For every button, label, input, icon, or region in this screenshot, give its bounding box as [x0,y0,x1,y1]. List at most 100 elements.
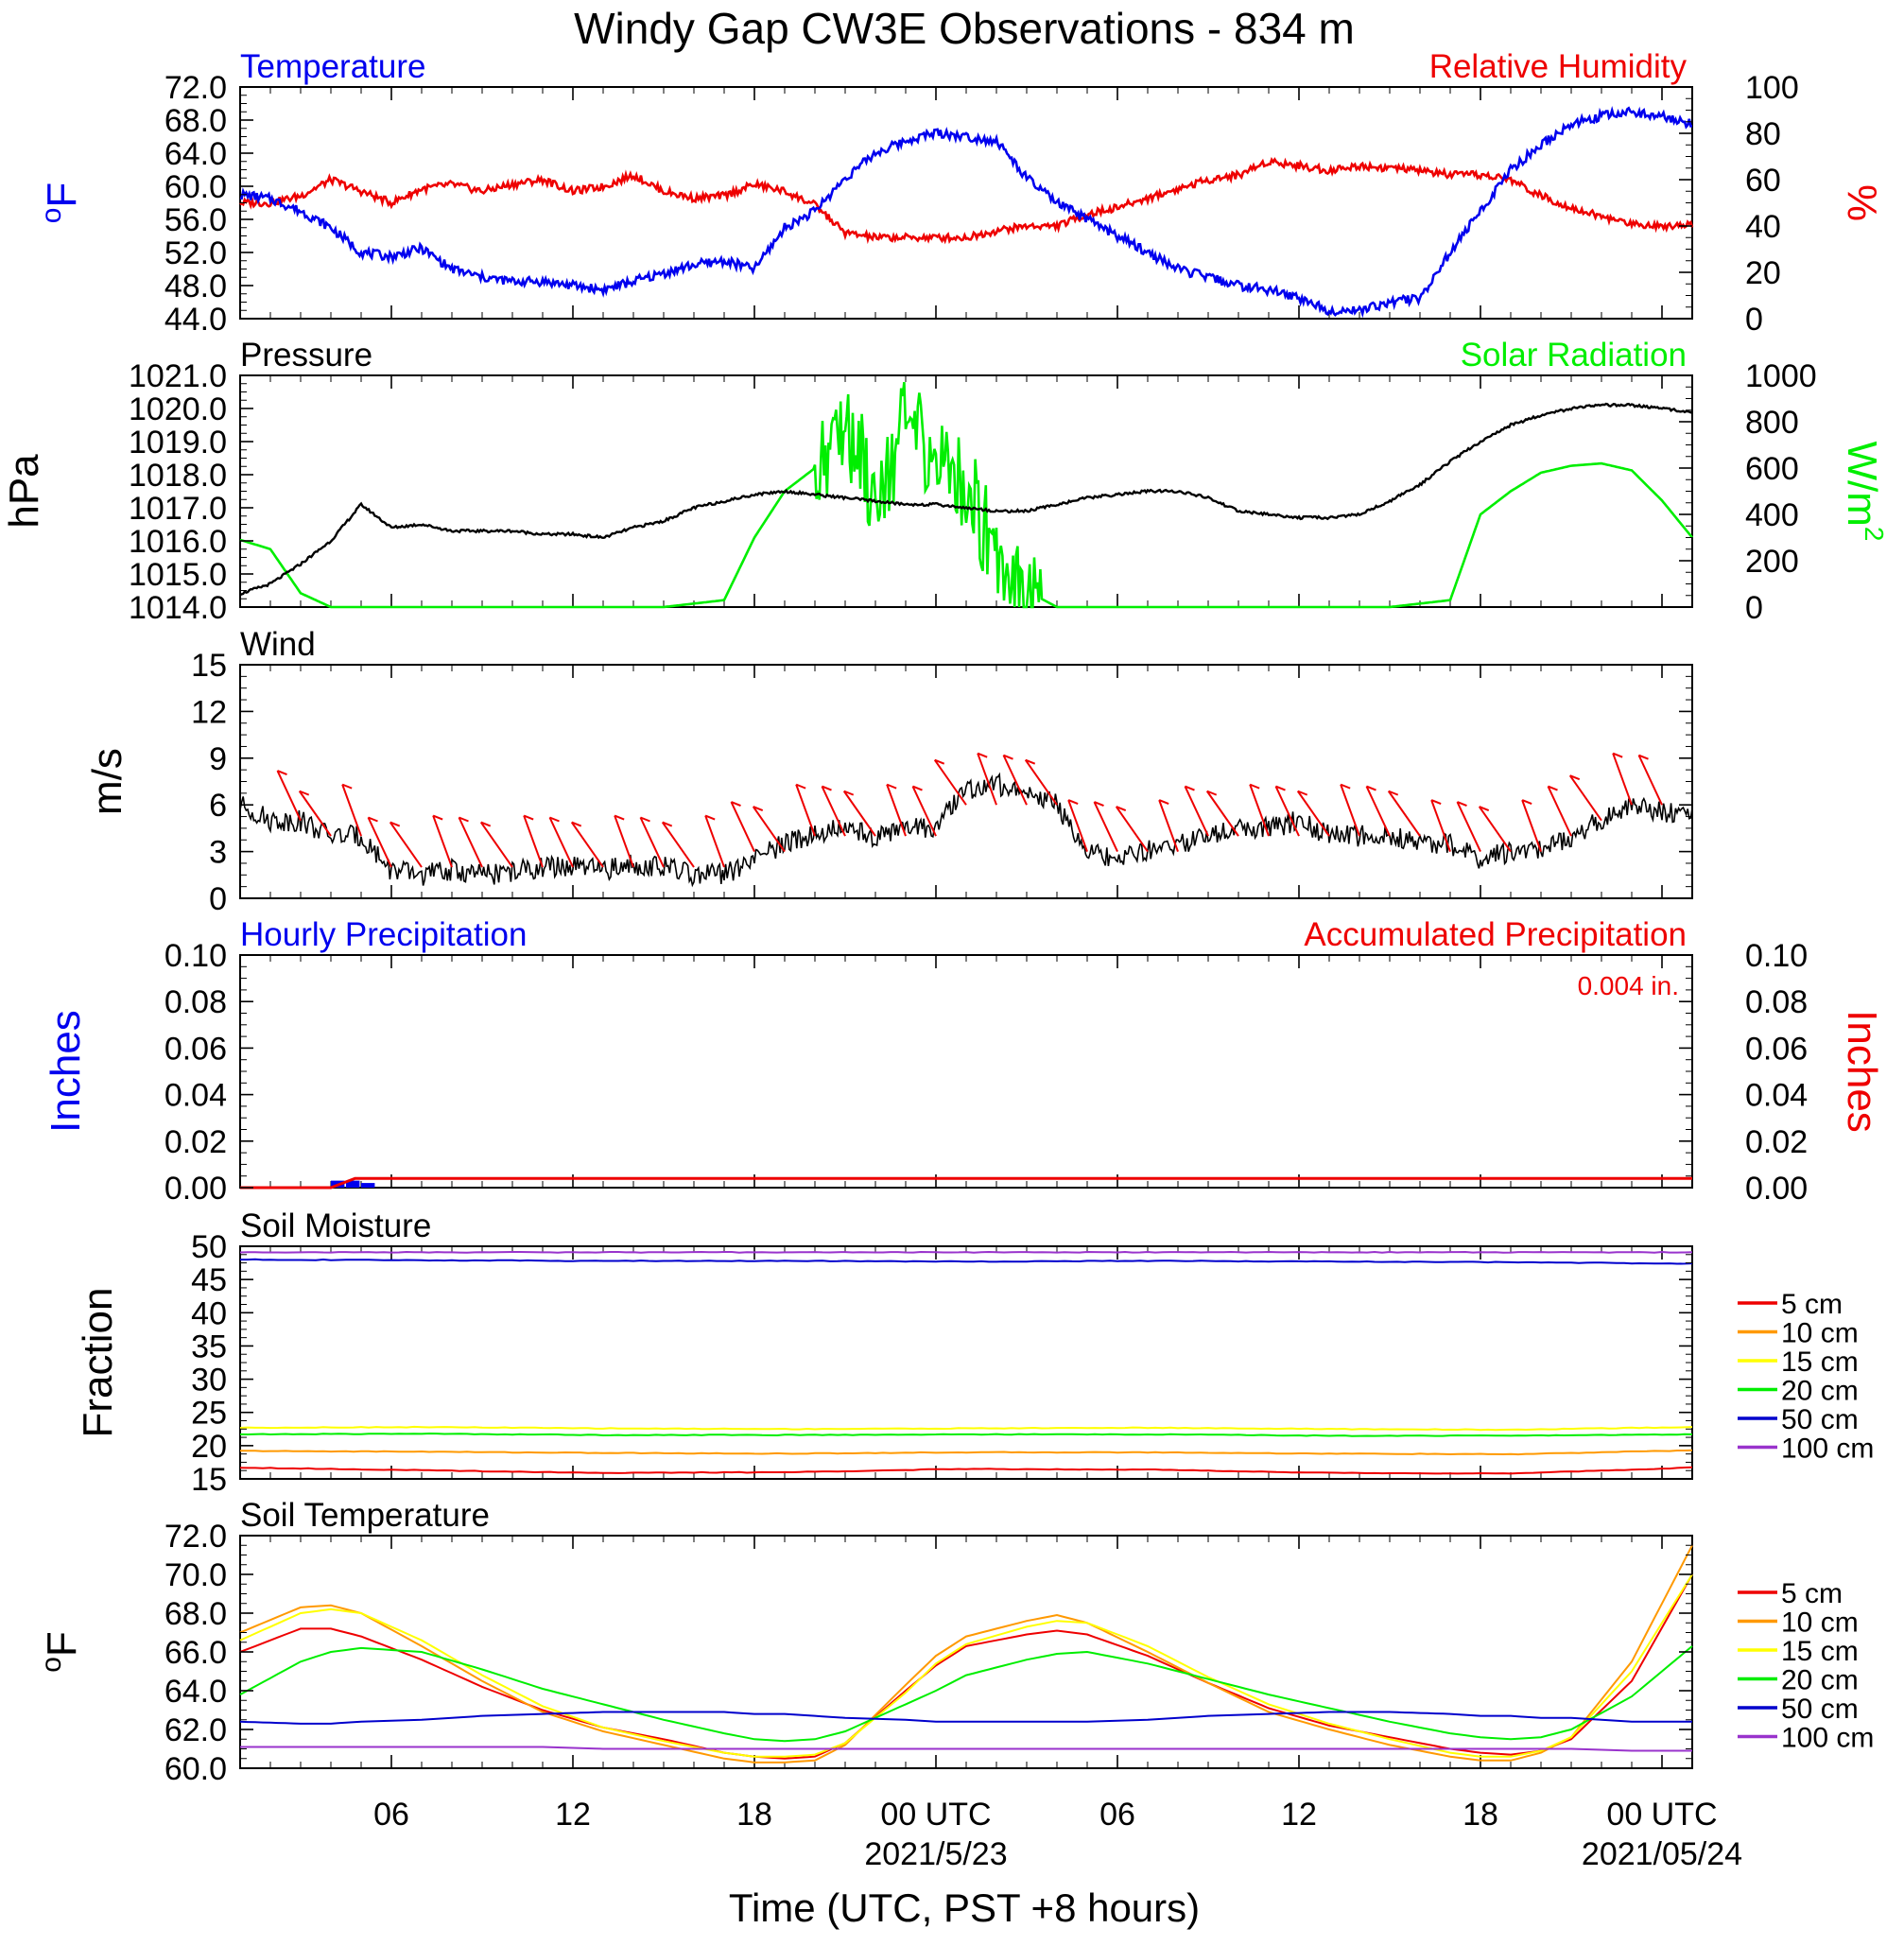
y-tick-label: 400 [1745,497,1799,533]
wind-barb-flag [934,758,945,765]
depth-line-15cm [239,1425,1693,1432]
wind-barb-flag [1158,799,1169,806]
x-axis-label: Time (UTC, PST +8 hours) [729,1885,1200,1930]
wind-barb-flag [912,785,923,791]
wind-barb [911,786,937,837]
solar-unit-label: W/m2 [1839,442,1889,542]
y-tick-label: 20 [191,1429,227,1465]
y-tick-label: 1000 [1745,358,1817,394]
wind-barb-flag [1067,799,1079,806]
wind-barb [1387,791,1421,837]
wind-barb-flag [1094,801,1104,807]
y-tick-label: 70.0 [164,1557,227,1593]
panel-frame [239,1245,1693,1480]
y-tick-label: 600 [1745,451,1799,487]
degree-f-label: oF [36,182,85,224]
pressure-line [239,402,1693,597]
wind-barb-flag [1638,754,1649,760]
depth-line-10cm [239,1544,1693,1764]
legend-label: 20 cm [1781,1665,1859,1696]
wind-barb-flag [704,814,716,821]
y-tick-label: 800 [1745,405,1799,441]
legend-label: 100 cm [1781,1433,1874,1465]
panel-frame [239,1535,1693,1769]
wind-barb [614,815,634,868]
legend-label: 5 cm [1781,1289,1843,1320]
panel-frame [239,374,1693,608]
time-tick-label: 12 [1281,1797,1317,1833]
wind-barb-flag [640,816,650,823]
date-label: 2021/5/23 [864,1836,1007,1872]
wind-barb [639,817,665,868]
wind-barb-flag [1249,783,1260,790]
degree-letter: F [39,182,85,208]
legend-label: 5 cm [1781,1578,1843,1609]
wind-barb [1002,755,1028,806]
y-tick-label: 50 [191,1229,227,1265]
wind-barb-flag [480,821,492,827]
time-tick-label: 06 [1099,1797,1135,1833]
wind-barb-flag [341,783,353,790]
wind-barb [977,753,997,806]
wind-barb [752,806,786,853]
wind-barb-flag [549,816,560,823]
wind-barb [298,791,332,837]
y-tick-label: 1014.0 [129,590,227,626]
wind-barb [842,791,876,837]
wind-barb-flag [1457,801,1467,807]
wind-barb [1456,801,1481,853]
wind-barb [1184,786,1209,837]
wind-panel: 15 12 9 6 3 0 Wind m/s [84,626,1693,917]
solar-radiation-line [239,382,1694,609]
wind-barb-flag [822,785,832,791]
wind-barb-flag [1430,799,1442,806]
wind-barb [1205,791,1239,837]
y-tick-label: 0.10 [164,938,227,974]
wind-barb-flag [1366,785,1376,791]
accumulated-precip-title: Accumulated Precipitation [1304,916,1687,953]
hourly-precip-bar [361,1183,375,1188]
y-tick-label: 15 [191,648,227,684]
y-tick-label: 30 [191,1363,227,1399]
y-tick-label: 25 [191,1396,227,1432]
y-tick-label: 0.00 [1745,1171,1808,1207]
pressure-unit-label: hPa [1,454,47,529]
soil-moisture-title: Soil Moisture [240,1208,431,1244]
time-tick-label: 00 UTC [1606,1797,1717,1833]
y-tick-label: 100 [1745,70,1799,106]
y-tick-label: 0.06 [1745,1031,1808,1067]
wind-barb-flag [299,790,310,796]
wind-barb-flag [1388,790,1399,796]
temperature-humidity-panel: 72.068.064.060.056.052.048.044.0 100 80 60 4… [36,48,1885,338]
depth-line-50cm [240,1258,1693,1265]
hourly-precip-title: Hourly Precipitation [240,916,527,953]
panel-frame [239,664,1693,899]
solar-title: Solar Radiation [1461,337,1687,374]
y-tick-label: 0.08 [164,984,227,1020]
y-tick-label: 56.0 [164,202,227,238]
wind-barb [276,770,302,822]
wind-barb [1637,755,1663,806]
y-tick-label: 60.0 [164,169,227,205]
wind-barb [1430,799,1451,852]
temperature-title: Temperature [240,48,425,85]
wind-barb-flag [1548,785,1558,791]
wind-barb [570,821,604,868]
wind-barb-flag [1025,758,1036,765]
wind-barb-flag [614,814,625,821]
y-tick-label: 68.0 [164,1596,227,1632]
wind-barb [933,759,967,806]
wind-barb [886,784,907,837]
y-tick-label: 0.04 [1745,1078,1808,1114]
y-tick-label: 0 [1745,302,1763,338]
humidity-title: Relative Humidity [1429,48,1688,85]
depth-line-20cm [239,1432,1693,1437]
y-tick-label: 1015.0 [129,557,227,593]
wind-barb-flag [432,814,443,821]
y-tick-label: 200 [1745,544,1799,580]
time-tick-label: 06 [373,1797,409,1833]
wind-barb-flag [1340,783,1351,790]
date-label: 2021/05/24 [1582,1836,1742,1872]
